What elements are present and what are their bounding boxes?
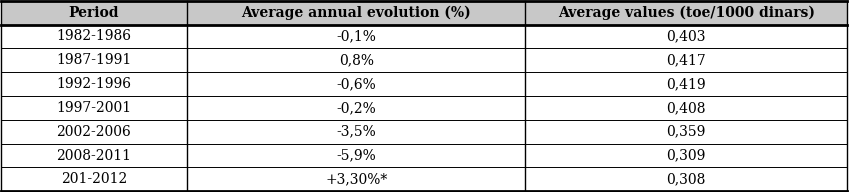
Text: 0,308: 0,308	[666, 172, 706, 186]
Text: Average annual evolution (%): Average annual evolution (%)	[242, 5, 471, 20]
Text: Period: Period	[69, 6, 119, 20]
Bar	[1, 25, 187, 48]
Text: 0,309: 0,309	[666, 149, 706, 163]
Bar	[1, 120, 187, 144]
Text: 0,359: 0,359	[666, 125, 706, 139]
Bar	[525, 48, 847, 72]
Text: -3,5%: -3,5%	[336, 125, 376, 139]
Text: 1987-1991: 1987-1991	[56, 53, 131, 67]
Bar	[525, 167, 847, 191]
Bar	[1, 144, 187, 167]
Bar	[525, 120, 847, 144]
Bar	[525, 72, 847, 96]
Bar	[1, 167, 187, 191]
Text: 2008-2011: 2008-2011	[56, 149, 131, 163]
Text: 1982-1986: 1982-1986	[56, 29, 131, 43]
Bar	[525, 96, 847, 120]
Text: Average values (toe/1000 dinars): Average values (toe/1000 dinars)	[557, 5, 814, 20]
Text: 0,417: 0,417	[666, 53, 706, 67]
Bar	[1, 72, 187, 96]
Text: 0,419: 0,419	[666, 77, 706, 91]
Text: 0,408: 0,408	[666, 101, 706, 115]
Text: +3,30%*: +3,30%*	[325, 172, 387, 186]
Text: -0,2%: -0,2%	[336, 101, 376, 115]
Bar	[187, 1, 525, 25]
Text: 0,8%: 0,8%	[339, 53, 374, 67]
Text: -5,9%: -5,9%	[336, 149, 376, 163]
Text: 0,403: 0,403	[666, 29, 706, 43]
Bar	[187, 72, 525, 96]
Text: -0,6%: -0,6%	[336, 77, 376, 91]
Bar	[187, 48, 525, 72]
Bar	[187, 25, 525, 48]
Text: 1997-2001: 1997-2001	[56, 101, 131, 115]
Text: 1992-1996: 1992-1996	[56, 77, 131, 91]
Text: 2002-2006: 2002-2006	[56, 125, 131, 139]
Text: 201-2012: 201-2012	[60, 172, 127, 186]
Bar	[525, 1, 847, 25]
Bar	[187, 144, 525, 167]
Text: -0,1%: -0,1%	[336, 29, 376, 43]
Bar	[525, 25, 847, 48]
Bar	[1, 96, 187, 120]
Bar	[187, 96, 525, 120]
Bar	[525, 144, 847, 167]
Bar	[187, 167, 525, 191]
Bar	[1, 48, 187, 72]
Bar	[1, 1, 187, 25]
Bar	[187, 120, 525, 144]
